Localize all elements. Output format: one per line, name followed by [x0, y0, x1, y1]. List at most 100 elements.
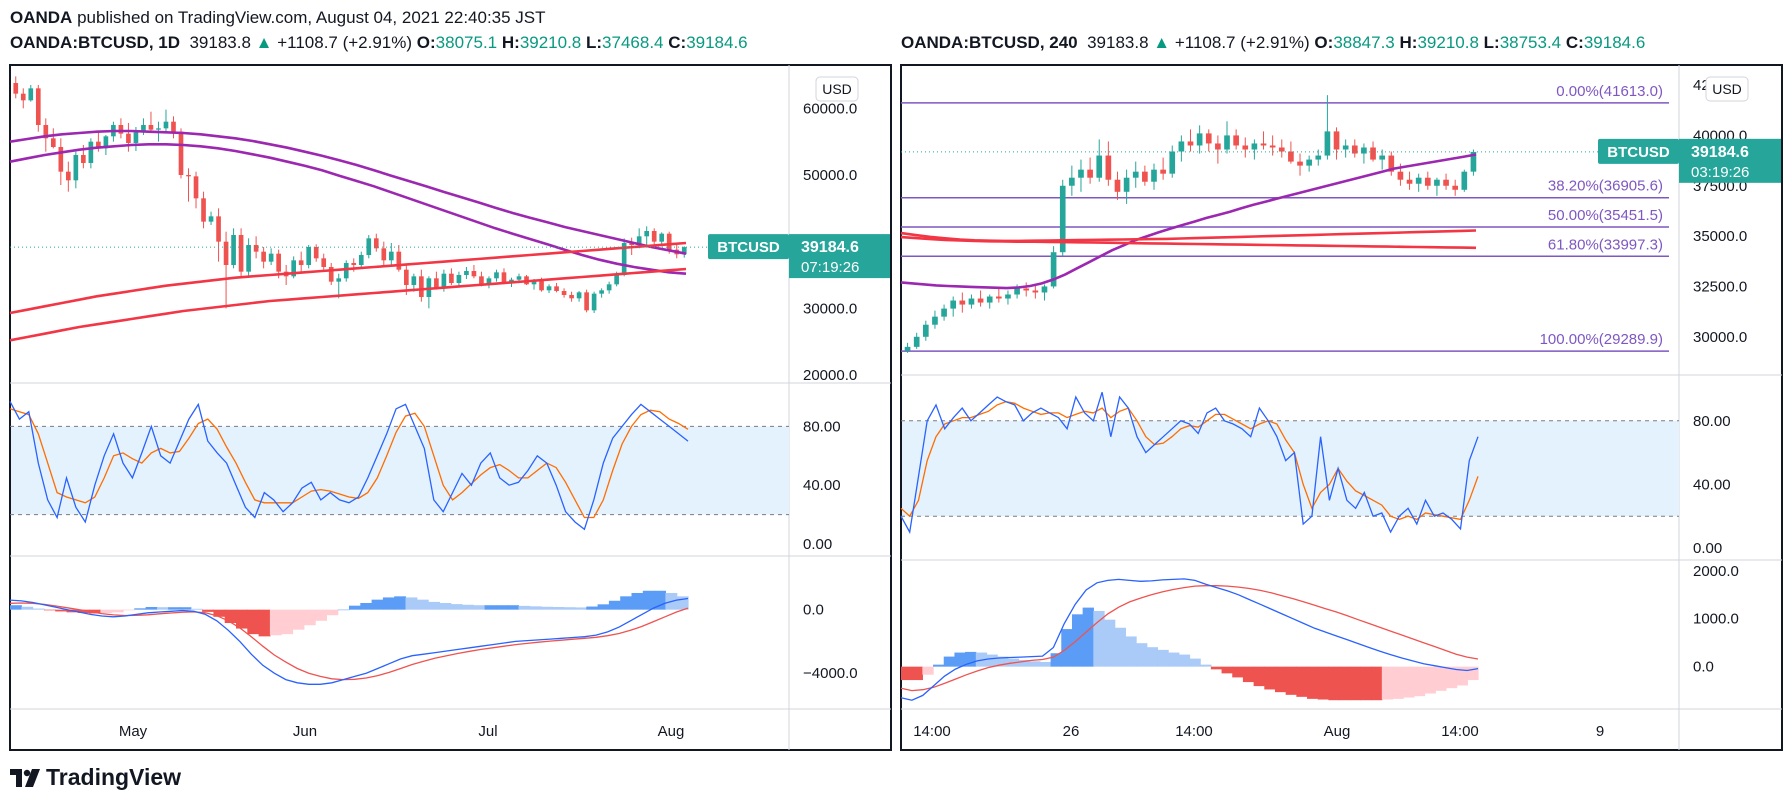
left-macd-histogram-bar	[269, 609, 282, 636]
left-candle-body	[576, 292, 582, 299]
left-low-label: L:	[586, 33, 603, 52]
left-candle-body	[13, 83, 19, 94]
right-macd-histogram-bar	[1050, 653, 1062, 667]
left-macd-histogram-bar	[405, 597, 418, 610]
right-candle-body	[1434, 179, 1440, 186]
left-symbol[interactable]: OANDA:BTCUSD, 1D	[10, 33, 180, 52]
right-macd-histogram-bar	[1178, 654, 1191, 667]
left-price-tag-value: 39184.6	[801, 239, 859, 256]
right-low: 38753.4	[1499, 33, 1562, 52]
right-macd-histogram-bar	[1349, 666, 1362, 701]
right-macd-histogram-bar	[1168, 652, 1180, 667]
right-high: 39210.8	[1417, 33, 1479, 52]
right-legend: OANDA:BTCUSD, 240 39183.8 ▲ +1108.7 (+2.…	[901, 33, 1645, 53]
left-candle-body	[479, 276, 484, 285]
left-macd-histogram-bar	[21, 606, 34, 610]
right-candle-body	[1370, 147, 1376, 160]
right-macd-histogram-bar	[1435, 666, 1447, 691]
left-macd-histogram-bar	[642, 590, 655, 610]
left-macd-histogram-bar	[281, 609, 294, 635]
left-macd-histogram-bar	[631, 592, 644, 610]
left-macd-histogram-bar	[620, 596, 633, 610]
left-candle-body	[193, 176, 199, 199]
right-fib-level-label: 61.80%(33997.3)	[1548, 236, 1663, 253]
right-macd-histogram-bar	[1371, 666, 1383, 701]
publisher-name: OANDA	[10, 8, 73, 27]
right-chart-frame	[900, 64, 1783, 751]
right-candle-body	[1059, 185, 1066, 253]
right-macd-histogram-bar	[1467, 666, 1479, 681]
right-macd-histogram-bar	[1136, 643, 1148, 667]
right-macd-histogram-bar	[965, 651, 977, 667]
left-stoch-k-line	[9, 401, 689, 531]
right-candle-body	[1160, 169, 1166, 174]
right-macd-histogram-bar	[1264, 666, 1276, 690]
right-macd-histogram-bar	[1328, 666, 1340, 701]
left-candle-body	[554, 286, 559, 291]
left-candle-body	[636, 236, 642, 245]
right-low-label: L:	[1483, 33, 1500, 52]
right-candle-body	[977, 298, 984, 303]
left-stoch-d-line	[9, 408, 689, 519]
left-macd-histogram-bar	[676, 596, 689, 610]
right-macd-histogram-bar	[1104, 619, 1116, 667]
right-macd-histogram-bar	[1082, 607, 1094, 667]
right-macd-signal-line	[900, 585, 1479, 692]
right-macd-histogram-bar	[933, 664, 945, 667]
left-legend: OANDA:BTCUSD, 1D 39183.8 ▲ +1108.7 (+2.9…	[10, 33, 748, 53]
left-candle-body	[238, 235, 244, 272]
left-stoch-tick-label: 40.00	[803, 477, 841, 494]
left-macd-histogram-bar	[507, 605, 520, 610]
left-last: 39183.8	[189, 33, 251, 52]
left-macd-histogram-bar	[55, 609, 68, 612]
left-candle-body	[411, 276, 417, 285]
left-macd-histogram-bar	[371, 599, 384, 610]
left-candle-body	[291, 260, 296, 277]
left-moving-average-line	[9, 241, 687, 315]
left-macd-histogram-bar	[224, 609, 237, 624]
left-candle-body	[471, 271, 477, 277]
right-symbol[interactable]: OANDA:BTCUSD, 240	[901, 33, 1078, 52]
right-candle-body	[1269, 145, 1276, 148]
left-candle-body	[388, 251, 394, 261]
left-macd-histogram-bar	[77, 609, 90, 614]
right-macd-histogram-bar	[1274, 666, 1287, 693]
left-candle-body	[148, 125, 154, 130]
left-macd-histogram-bar	[89, 609, 101, 614]
left-candle-body	[261, 251, 266, 262]
left-candle-body	[614, 275, 619, 285]
right-candle-body	[1114, 179, 1121, 192]
left-macd-histogram-bar	[303, 609, 316, 626]
left-candle-body	[20, 93, 26, 101]
left-time-tick-label: Jun	[293, 723, 317, 740]
right-candle-body	[1105, 155, 1112, 180]
right-macd-histogram-bar	[1146, 647, 1159, 667]
left-candle-body	[486, 278, 492, 285]
left-candle-body	[216, 216, 221, 242]
left-candle-body	[336, 278, 342, 282]
right-candle-body	[1351, 145, 1358, 154]
right-candle-body	[1424, 177, 1431, 186]
left-candle-body	[66, 171, 71, 181]
right-candle-body	[922, 324, 929, 337]
left-macd-histogram-bar	[575, 607, 587, 610]
left-candle-body	[501, 272, 507, 283]
left-macd-histogram-bar	[43, 609, 56, 611]
tradingview-logo[interactable]: TradingView	[10, 764, 181, 791]
left-candle-body	[126, 133, 131, 143]
left-candle-body	[28, 88, 34, 101]
left-macd-histogram-bar	[349, 605, 361, 610]
left-moving-average-line	[9, 267, 687, 342]
left-macd-histogram-bar	[100, 609, 113, 614]
left-macd-histogram-bar	[292, 609, 305, 630]
right-candle-body	[1023, 288, 1030, 291]
left-macd-histogram-bar	[145, 606, 158, 610]
right-candle-body	[1196, 133, 1203, 146]
left-candle-body	[569, 295, 574, 299]
right-macd-histogram-bar	[1381, 666, 1394, 700]
left-candle-body	[419, 276, 424, 297]
left-candle-body	[366, 238, 372, 255]
left-candle-body	[606, 284, 612, 291]
left-macd-signal-line	[9, 602, 689, 681]
